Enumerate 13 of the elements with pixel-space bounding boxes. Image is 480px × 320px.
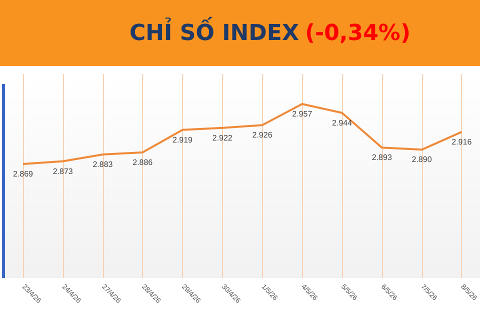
data-label: 2.886 — [132, 158, 154, 167]
data-label: 2.919 — [172, 135, 194, 144]
data-label: 2.944 — [332, 118, 353, 128]
data-label: 2.922 — [212, 133, 233, 142]
data-label: 2.916 — [452, 137, 472, 146]
data-label: 2.883 — [92, 160, 114, 169]
data-label: 2.873 — [52, 166, 74, 176]
data-label: 2.869 — [12, 170, 34, 178]
data-label: 2.957 — [292, 110, 313, 118]
data-label: 2.890 — [412, 155, 432, 164]
data-label: 2.893 — [372, 153, 392, 162]
data-label: 2.926 — [252, 130, 273, 140]
chart-subtitle: (-0,34%) — [304, 20, 411, 46]
